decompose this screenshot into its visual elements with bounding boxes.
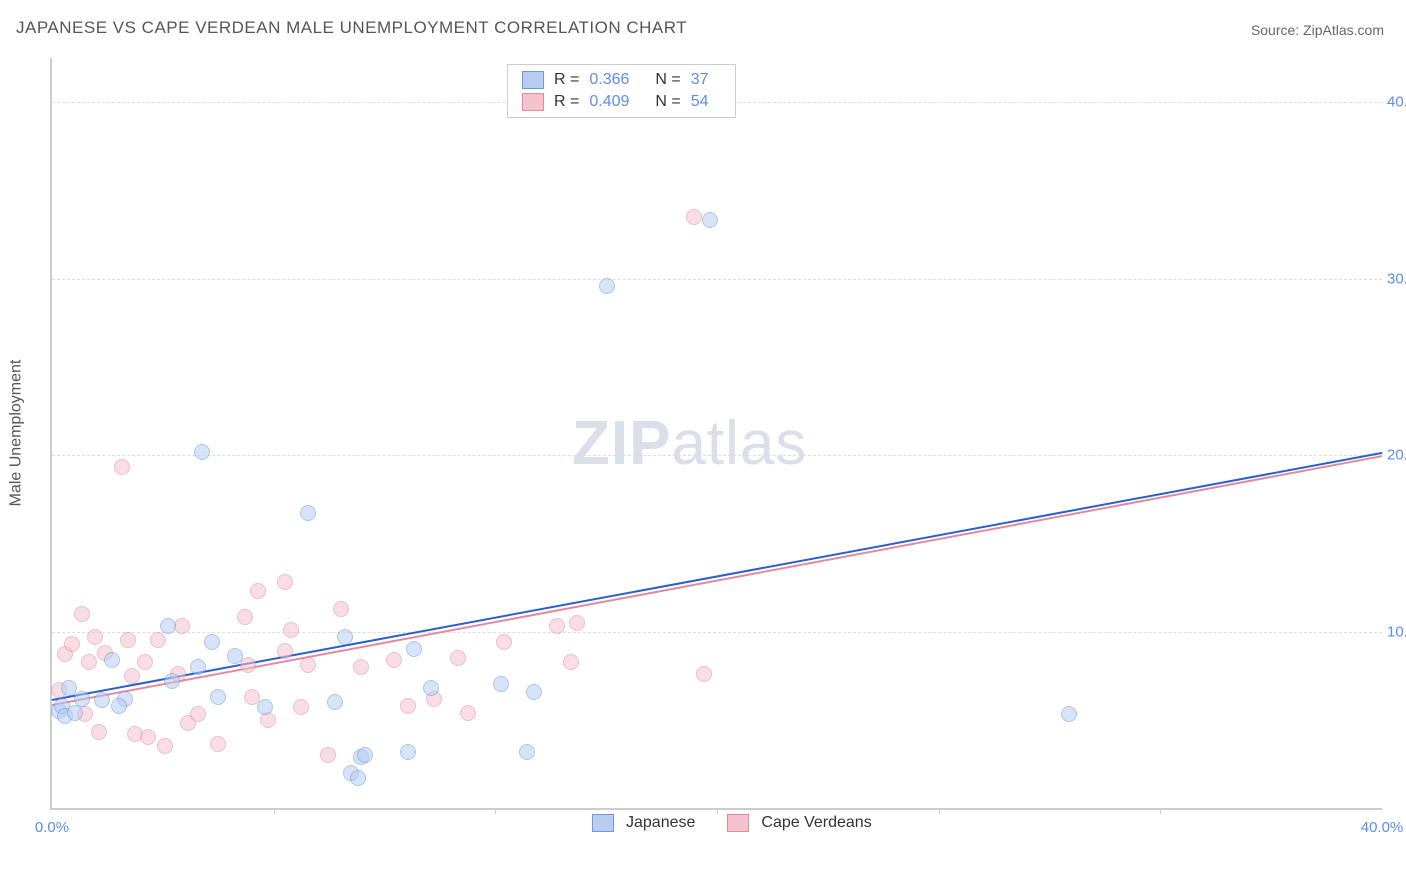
data-point bbox=[227, 648, 243, 664]
data-point bbox=[210, 689, 226, 705]
data-point bbox=[496, 634, 512, 650]
data-point bbox=[64, 636, 80, 652]
data-point bbox=[519, 744, 535, 760]
data-point bbox=[61, 680, 77, 696]
data-point bbox=[204, 634, 220, 650]
x-tick-label: 0.0% bbox=[35, 819, 69, 836]
legend-r-label: R = bbox=[554, 93, 579, 111]
data-point bbox=[300, 505, 316, 521]
source-attribution: Source: ZipAtlas.com bbox=[1251, 22, 1384, 38]
data-point bbox=[190, 659, 206, 675]
data-point bbox=[237, 609, 253, 625]
data-point bbox=[569, 615, 585, 631]
data-point bbox=[140, 729, 156, 745]
legend-swatch bbox=[727, 814, 749, 832]
data-point bbox=[174, 618, 190, 634]
data-point bbox=[702, 212, 718, 228]
data-point bbox=[114, 459, 130, 475]
data-point bbox=[210, 736, 226, 752]
legend-n-value: 54 bbox=[691, 93, 721, 111]
data-point bbox=[400, 744, 416, 760]
data-point bbox=[333, 601, 349, 617]
plot-area: ZIPatlas 10.0%20.0%30.0%40.0%0.0%40.0%R … bbox=[50, 58, 1382, 810]
y-axis-label-container: Male Unemployment bbox=[4, 58, 29, 808]
data-point bbox=[357, 747, 373, 763]
data-point bbox=[353, 659, 369, 675]
legend-r-label: R = bbox=[554, 71, 579, 89]
data-point bbox=[599, 278, 615, 294]
data-point bbox=[283, 622, 299, 638]
stats-legend-row: R = 0.409 N = 54 bbox=[508, 91, 735, 113]
legend-n-label: N = bbox=[655, 93, 680, 111]
data-point bbox=[194, 444, 210, 460]
series-legend: Japanese Cape Verdeans bbox=[592, 814, 892, 832]
data-point bbox=[91, 724, 107, 740]
data-point bbox=[150, 632, 166, 648]
data-point bbox=[337, 629, 353, 645]
data-point bbox=[157, 738, 173, 754]
stats-legend: R = 0.366 N = 37 R = 0.409 N = 54 bbox=[507, 64, 736, 118]
data-point bbox=[293, 699, 309, 715]
data-point bbox=[526, 684, 542, 700]
legend-series-label: Japanese bbox=[626, 814, 695, 832]
data-point bbox=[277, 574, 293, 590]
y-tick-label: 20.0% bbox=[1387, 447, 1406, 464]
legend-swatch bbox=[522, 93, 544, 111]
grid-line bbox=[52, 455, 1382, 456]
grid-line bbox=[52, 279, 1382, 280]
x-tick-mark bbox=[274, 808, 275, 814]
y-axis-label: Male Unemployment bbox=[8, 360, 26, 507]
watermark: ZIPatlas bbox=[572, 408, 807, 479]
data-point bbox=[400, 698, 416, 714]
data-point bbox=[124, 668, 140, 684]
chart-title: JAPANESE VS CAPE VERDEAN MALE UNEMPLOYME… bbox=[16, 18, 687, 38]
y-tick-label: 10.0% bbox=[1387, 623, 1406, 640]
data-point bbox=[406, 641, 422, 657]
legend-n-label: N = bbox=[655, 71, 680, 89]
x-tick-mark bbox=[495, 808, 496, 814]
grid-line bbox=[52, 632, 1382, 633]
x-tick-mark bbox=[1160, 808, 1161, 814]
data-point bbox=[104, 652, 120, 668]
data-point bbox=[74, 606, 90, 622]
data-point bbox=[696, 666, 712, 682]
data-point bbox=[493, 676, 509, 692]
data-point bbox=[67, 705, 83, 721]
stats-legend-row: R = 0.366 N = 37 bbox=[508, 69, 735, 91]
data-point bbox=[450, 650, 466, 666]
x-tick-mark bbox=[939, 808, 940, 814]
y-tick-label: 40.0% bbox=[1387, 94, 1406, 111]
data-point bbox=[120, 632, 136, 648]
data-point bbox=[137, 654, 153, 670]
data-point bbox=[164, 673, 180, 689]
data-point bbox=[460, 705, 476, 721]
watermark-zip: ZIP bbox=[572, 409, 671, 478]
legend-swatch bbox=[592, 814, 614, 832]
data-point bbox=[111, 698, 127, 714]
data-point bbox=[250, 583, 266, 599]
data-point bbox=[423, 680, 439, 696]
data-point bbox=[81, 654, 97, 670]
y-tick-label: 30.0% bbox=[1387, 270, 1406, 287]
legend-r-value: 0.409 bbox=[589, 93, 645, 111]
data-point bbox=[386, 652, 402, 668]
legend-series-label: Cape Verdeans bbox=[761, 814, 871, 832]
x-tick-label: 40.0% bbox=[1361, 819, 1404, 836]
legend-swatch bbox=[522, 71, 544, 89]
data-point bbox=[320, 747, 336, 763]
data-point bbox=[277, 643, 293, 659]
data-point bbox=[87, 629, 103, 645]
data-point bbox=[300, 657, 316, 673]
data-point bbox=[563, 654, 579, 670]
data-point bbox=[1061, 706, 1077, 722]
legend-n-value: 37 bbox=[691, 71, 721, 89]
data-point bbox=[350, 770, 366, 786]
watermark-atlas: atlas bbox=[671, 409, 807, 478]
legend-r-value: 0.366 bbox=[589, 71, 645, 89]
data-point bbox=[94, 692, 110, 708]
data-point bbox=[240, 657, 256, 673]
data-point bbox=[190, 706, 206, 722]
data-point bbox=[327, 694, 343, 710]
data-point bbox=[686, 209, 702, 225]
